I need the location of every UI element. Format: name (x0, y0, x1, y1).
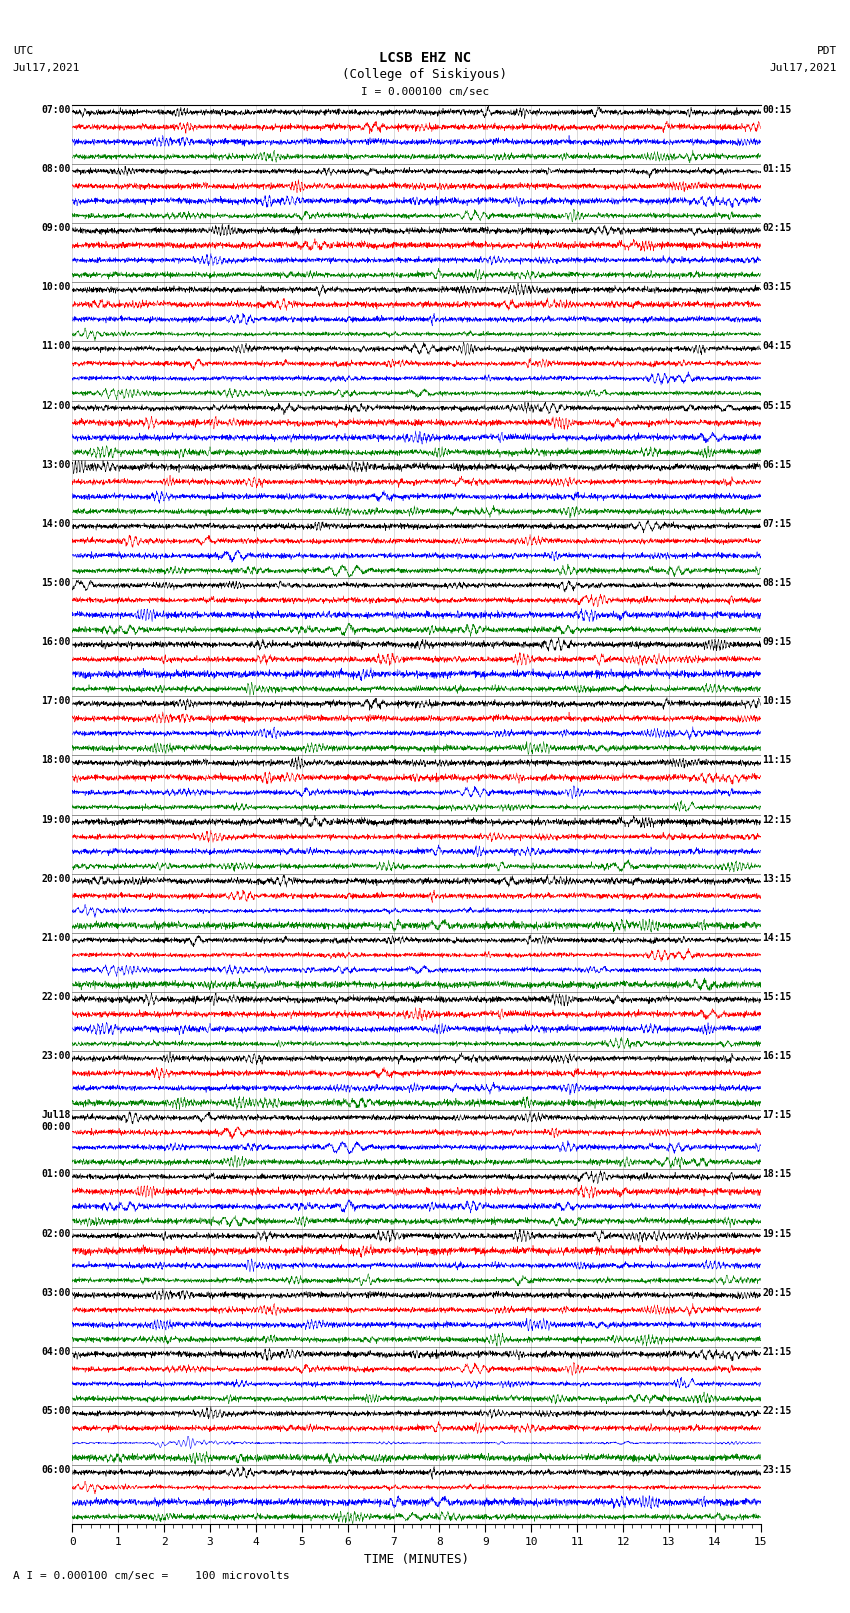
Text: 11:00: 11:00 (42, 342, 71, 352)
Text: 21:15: 21:15 (762, 1347, 791, 1357)
Text: 21:00: 21:00 (42, 932, 71, 944)
Text: 16:15: 16:15 (762, 1052, 791, 1061)
Text: 15:00: 15:00 (42, 577, 71, 589)
Text: 19:00: 19:00 (42, 815, 71, 824)
Text: 10:00: 10:00 (42, 282, 71, 292)
Text: Jul17,2021: Jul17,2021 (13, 63, 80, 73)
Text: UTC: UTC (13, 47, 33, 56)
Text: I = 0.000100 cm/sec: I = 0.000100 cm/sec (361, 87, 489, 97)
Text: 08:00: 08:00 (42, 165, 71, 174)
Text: 01:15: 01:15 (762, 165, 791, 174)
Text: 14:15: 14:15 (762, 932, 791, 944)
Text: Jul18
00:00: Jul18 00:00 (42, 1110, 71, 1132)
Text: 20:00: 20:00 (42, 874, 71, 884)
Text: 03:00: 03:00 (42, 1287, 71, 1298)
X-axis label: TIME (MINUTES): TIME (MINUTES) (364, 1553, 469, 1566)
Text: 14:00: 14:00 (42, 519, 71, 529)
Text: 17:00: 17:00 (42, 697, 71, 706)
Text: 20:15: 20:15 (762, 1287, 791, 1298)
Text: 10:15: 10:15 (762, 697, 791, 706)
Text: 03:15: 03:15 (762, 282, 791, 292)
Text: 02:00: 02:00 (42, 1229, 71, 1239)
Text: A I = 0.000100 cm/sec =    100 microvolts: A I = 0.000100 cm/sec = 100 microvolts (13, 1571, 290, 1581)
Text: 02:15: 02:15 (762, 223, 791, 234)
Text: 06:15: 06:15 (762, 460, 791, 469)
Text: 08:15: 08:15 (762, 577, 791, 589)
Text: 11:15: 11:15 (762, 755, 791, 766)
Text: 12:00: 12:00 (42, 400, 71, 411)
Text: 22:00: 22:00 (42, 992, 71, 1002)
Text: 09:00: 09:00 (42, 223, 71, 234)
Text: 15:15: 15:15 (762, 992, 791, 1002)
Text: 13:00: 13:00 (42, 460, 71, 469)
Text: 05:15: 05:15 (762, 400, 791, 411)
Text: 05:00: 05:00 (42, 1407, 71, 1416)
Text: 13:15: 13:15 (762, 874, 791, 884)
Text: 00:15: 00:15 (762, 105, 791, 115)
Text: 23:15: 23:15 (762, 1465, 791, 1476)
Text: 23:00: 23:00 (42, 1052, 71, 1061)
Text: 12:15: 12:15 (762, 815, 791, 824)
Text: 07:15: 07:15 (762, 519, 791, 529)
Text: LCSB EHZ NC: LCSB EHZ NC (379, 50, 471, 65)
Text: PDT: PDT (817, 47, 837, 56)
Text: (College of Siskiyous): (College of Siskiyous) (343, 68, 507, 81)
Text: 22:15: 22:15 (762, 1407, 791, 1416)
Text: 19:15: 19:15 (762, 1229, 791, 1239)
Text: Jul17,2021: Jul17,2021 (770, 63, 837, 73)
Text: 04:15: 04:15 (762, 342, 791, 352)
Text: 17:15: 17:15 (762, 1110, 791, 1121)
Text: 01:00: 01:00 (42, 1169, 71, 1179)
Text: 18:00: 18:00 (42, 755, 71, 766)
Text: 06:00: 06:00 (42, 1465, 71, 1476)
Text: 04:00: 04:00 (42, 1347, 71, 1357)
Text: 07:00: 07:00 (42, 105, 71, 115)
Text: 09:15: 09:15 (762, 637, 791, 647)
Text: 18:15: 18:15 (762, 1169, 791, 1179)
Text: 16:00: 16:00 (42, 637, 71, 647)
